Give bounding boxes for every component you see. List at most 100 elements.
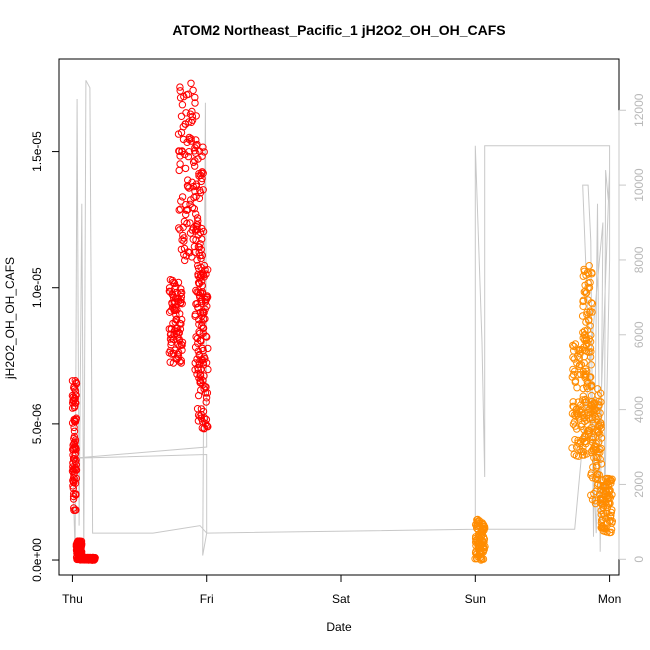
data-point	[587, 373, 595, 381]
x-tick-label: Thu	[62, 592, 83, 606]
data-point	[588, 300, 597, 308]
data-point	[72, 506, 80, 514]
x-axis-label: Date	[326, 620, 352, 634]
data-point	[607, 476, 615, 485]
data-point	[71, 387, 80, 395]
data-point	[607, 525, 616, 534]
data-point	[178, 101, 187, 109]
data-point	[202, 332, 210, 340]
data-point	[202, 295, 211, 303]
data-point	[71, 394, 79, 403]
data-point	[189, 235, 197, 244]
data-point	[177, 296, 185, 304]
data-point	[570, 450, 578, 459]
data-point	[174, 340, 182, 348]
data-point	[176, 83, 184, 91]
data-point	[199, 186, 207, 194]
data-point	[70, 427, 79, 435]
data-point	[583, 268, 592, 277]
y-tick-label-left: 5.0e-06	[30, 403, 44, 444]
data-point	[201, 266, 209, 274]
data-point	[178, 300, 186, 308]
data-point	[580, 409, 588, 417]
y-tick-label-left: 1.5e-05	[30, 131, 44, 172]
data-point	[195, 194, 204, 203]
y-tick-label-right: 8000	[632, 246, 646, 273]
data-point	[173, 333, 182, 341]
data-point	[176, 325, 185, 333]
data-point	[177, 292, 186, 301]
data-point	[72, 414, 81, 422]
data-point	[193, 299, 201, 308]
data-point	[72, 445, 80, 454]
data-point	[199, 169, 207, 178]
data-point	[175, 147, 184, 155]
data-point	[200, 372, 208, 380]
data-point	[172, 311, 180, 319]
data-point	[72, 380, 81, 388]
data-point	[187, 137, 196, 145]
data-point	[201, 315, 209, 323]
data-point	[72, 399, 80, 407]
data-point	[579, 302, 587, 310]
data-point	[204, 344, 212, 353]
data-point	[191, 248, 199, 257]
x-tick-label: Sun	[465, 592, 486, 606]
data-point	[583, 367, 591, 375]
data-point	[188, 107, 196, 116]
data-point	[606, 499, 614, 508]
data-point	[606, 486, 614, 494]
data-point	[479, 555, 488, 563]
data-point	[480, 538, 488, 546]
data-point	[191, 93, 199, 102]
data-point	[192, 142, 201, 150]
y-tick-label-right: 6000	[632, 321, 646, 348]
data-point	[204, 266, 212, 274]
data-point	[181, 256, 189, 265]
data-point	[72, 461, 81, 469]
data-point	[186, 248, 194, 257]
data-point	[200, 148, 208, 156]
data-point	[185, 133, 194, 142]
y-tick-label-right: 2000	[632, 471, 646, 498]
data-point	[72, 456, 80, 464]
data-point	[184, 90, 193, 98]
data-point	[607, 479, 615, 487]
data-point	[597, 434, 606, 442]
data-point	[188, 112, 197, 121]
data-point	[586, 353, 595, 361]
data-point	[197, 414, 206, 422]
data-point	[197, 177, 206, 186]
data-point	[176, 358, 184, 366]
data-point	[191, 99, 199, 107]
data-point	[596, 409, 604, 417]
data-point	[188, 203, 197, 212]
data-point	[590, 489, 598, 498]
data-point	[182, 210, 190, 219]
data-point	[70, 423, 78, 432]
data-point	[579, 392, 587, 400]
data-point	[178, 338, 187, 346]
data-point	[192, 112, 200, 120]
data-point	[596, 445, 604, 454]
data-point	[202, 270, 210, 278]
data-point	[187, 135, 195, 143]
data-point	[607, 528, 615, 536]
data-point	[178, 193, 187, 201]
y-tick-label-left: 0.0e+00	[30, 538, 44, 582]
data-point	[588, 308, 596, 316]
data-point	[481, 524, 489, 532]
data-point	[597, 398, 605, 406]
data-point	[185, 184, 193, 192]
data-point	[177, 356, 186, 365]
data-point	[199, 227, 208, 236]
data-point	[568, 444, 576, 452]
scatter-series-1	[471, 262, 616, 564]
data-point	[203, 302, 211, 310]
y-axis-label: jH2O2_OH_OH_CAFS	[3, 257, 17, 380]
data-point	[597, 444, 605, 453]
data-point	[596, 481, 605, 490]
x-tick-label: Fri	[200, 592, 214, 606]
data-point	[587, 381, 596, 389]
data-point	[175, 206, 183, 214]
